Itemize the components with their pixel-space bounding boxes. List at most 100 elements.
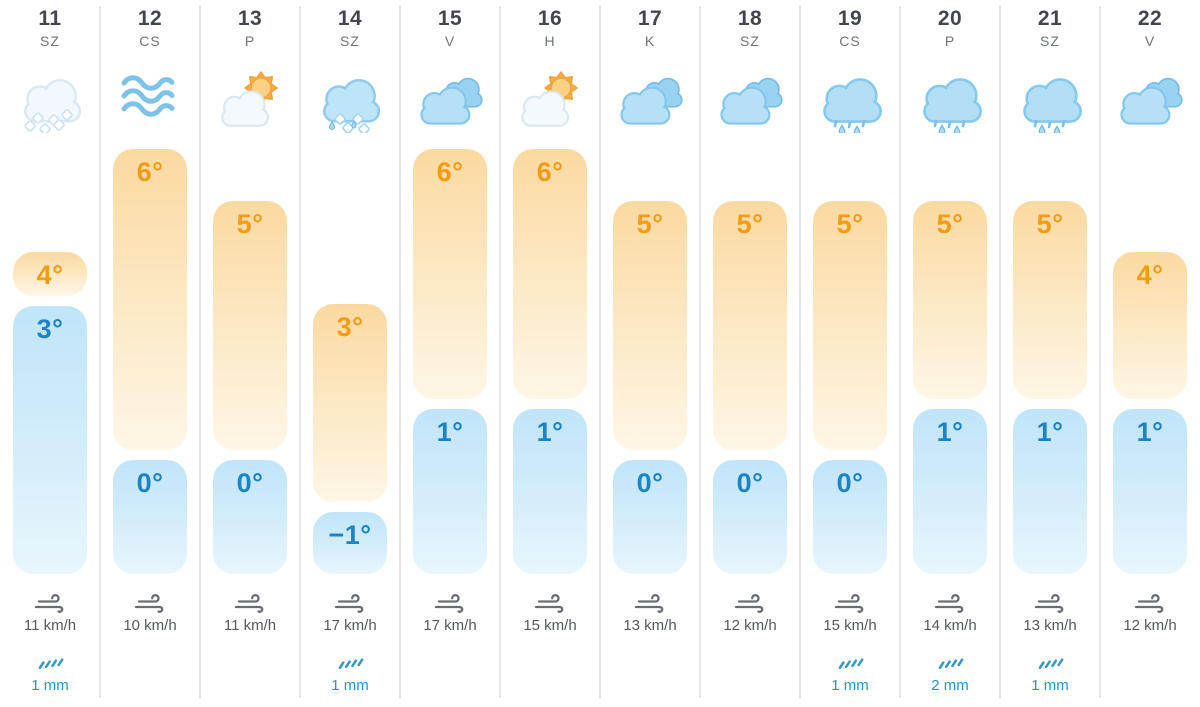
weather-icon — [600, 60, 700, 142]
weekday-abbr: CS — [139, 33, 161, 49]
high-temp-bar: 6° — [113, 149, 187, 450]
high-temp-bar: 5° — [813, 200, 887, 450]
weather-icon — [1000, 60, 1100, 142]
weather-icon — [100, 60, 200, 142]
forecast-day-column[interactable]: 18 SZ 5° 0° 12 km/h — [699, 0, 800, 707]
high-temp-label: 4° — [36, 260, 64, 290]
high-temp-label: 5° — [636, 208, 664, 239]
wind-speed: 12 km/h — [1123, 617, 1177, 634]
forecast-day-column[interactable]: 19 CS 5° 0° 15 km/h 1 mm — [799, 0, 900, 707]
high-temp-bar: 4° — [1113, 252, 1187, 399]
weather-icon — [300, 60, 400, 142]
weekday-abbr: CS — [839, 33, 861, 49]
forecast-day-column[interactable]: 22 V 4° 1° 12 km/h — [1099, 0, 1200, 707]
day-number: 19 — [837, 7, 863, 30]
low-temp-bar: 0° — [213, 460, 287, 574]
high-temp-label: 6° — [436, 157, 464, 187]
wind-icon — [800, 591, 900, 617]
low-temp-label: 0° — [836, 468, 864, 498]
weather-icon — [500, 60, 600, 142]
weekday-abbr: K — [644, 33, 656, 49]
wind-speed: 14 km/h — [923, 617, 977, 634]
precipitation-icon — [1000, 655, 1100, 671]
wind-speed: 12 km/h — [723, 617, 777, 634]
forecast-day-column[interactable]: 12 CS 6° 0° 10 km/h — [99, 0, 200, 707]
wind-speed: 13 km/h — [1023, 617, 1077, 634]
high-temp-bar: 5° — [1013, 200, 1087, 399]
weekday-abbr: SZ — [740, 33, 760, 49]
wind-icon — [100, 591, 200, 617]
low-temp-bar: 0° — [613, 460, 687, 574]
low-temp-bar: 1° — [413, 408, 487, 574]
precipitation-amount: 1 mm — [31, 677, 69, 694]
weather-icon — [0, 60, 100, 142]
wind-speed: 15 km/h — [823, 617, 877, 634]
forecast-day-column[interactable]: 11 SZ 4° 3° 11 km/h 1 mm — [0, 0, 100, 707]
weather-icon — [1100, 60, 1200, 142]
high-temp-bar: 6° — [413, 149, 487, 399]
forecast-day-column[interactable]: 15 V 6° 1° 17 km/h — [399, 0, 500, 707]
forecast-day-column[interactable]: 20 P 5° 1° 14 km/h 2 mm — [899, 0, 1000, 707]
low-temp-label: 0° — [136, 468, 164, 498]
low-temp-label: 1° — [936, 416, 964, 447]
weather-icon — [400, 60, 500, 142]
day-number: 11 — [38, 7, 62, 30]
weekday-abbr: SZ — [1040, 33, 1060, 49]
weekday-abbr: P — [944, 33, 956, 49]
day-number: 16 — [537, 7, 563, 30]
high-temp-label: 5° — [936, 208, 964, 239]
forecast-day-column[interactable]: 21 SZ 5° 1° 13 km/h 1 mm — [999, 0, 1100, 707]
weather-icon — [800, 60, 900, 142]
low-temp-label: 1° — [436, 416, 464, 447]
day-number: 17 — [637, 7, 663, 30]
high-temp-label: 6° — [536, 157, 564, 187]
day-number: 13 — [237, 7, 263, 30]
high-temp-bar: 6° — [513, 149, 587, 399]
precipitation-amount: 1 mm — [1031, 677, 1069, 694]
wind-icon — [600, 591, 700, 617]
forecast-day-column[interactable]: 14 SZ 3° −1° 17 km/h 1 mm — [299, 0, 400, 707]
wind-speed: 10 km/h — [123, 617, 177, 634]
low-temp-label: 1° — [1136, 416, 1164, 447]
low-temp-label: 3° — [36, 313, 64, 344]
wind-icon — [200, 591, 300, 617]
precipitation-amount: 1 mm — [331, 677, 369, 694]
high-temp-label: 6° — [136, 157, 164, 187]
forecast-day-column[interactable]: 13 P 5° 0° 11 km/h — [199, 0, 300, 707]
day-number: 21 — [1037, 7, 1063, 30]
low-temp-bar: 0° — [713, 460, 787, 574]
forecast-day-column[interactable]: 17 K 5° 0° 13 km/h — [599, 0, 700, 707]
weather-icon — [900, 60, 1000, 142]
wind-speed: 11 km/h — [223, 617, 277, 634]
forecast-day-column[interactable]: 16 H 6° 1° 15 km/h — [499, 0, 600, 707]
wind-speed: 11 km/h — [23, 617, 77, 634]
day-number: 20 — [937, 7, 963, 30]
high-temp-bar: 5° — [713, 200, 787, 450]
low-temp-label: 1° — [536, 416, 564, 447]
weekday-abbr: P — [244, 33, 256, 49]
low-temp-label: 0° — [736, 468, 764, 498]
low-temp-bar: 1° — [513, 408, 587, 574]
day-number: 14 — [337, 7, 363, 30]
wind-icon — [1100, 591, 1200, 617]
high-temp-bar: 3° — [313, 303, 387, 502]
wind-icon — [300, 591, 400, 617]
low-temp-bar: −1° — [313, 511, 387, 574]
wind-icon — [500, 591, 600, 617]
low-temp-bar: 0° — [113, 460, 187, 574]
weather-icon — [700, 60, 800, 142]
weekday-abbr: V — [1144, 33, 1156, 49]
weather-icon — [200, 60, 300, 142]
precipitation-icon — [0, 655, 100, 671]
low-temp-label: −1° — [328, 519, 372, 550]
low-temp-bar: 3° — [13, 305, 87, 574]
high-temp-label: 5° — [836, 208, 864, 239]
low-temp-bar: 1° — [1013, 408, 1087, 574]
weekday-abbr: SZ — [340, 33, 360, 49]
wind-icon — [400, 591, 500, 617]
wind-icon — [1000, 591, 1100, 617]
low-temp-label: 0° — [236, 468, 264, 498]
precipitation-icon — [300, 655, 400, 671]
precipitation-amount: 2 mm — [931, 677, 969, 694]
